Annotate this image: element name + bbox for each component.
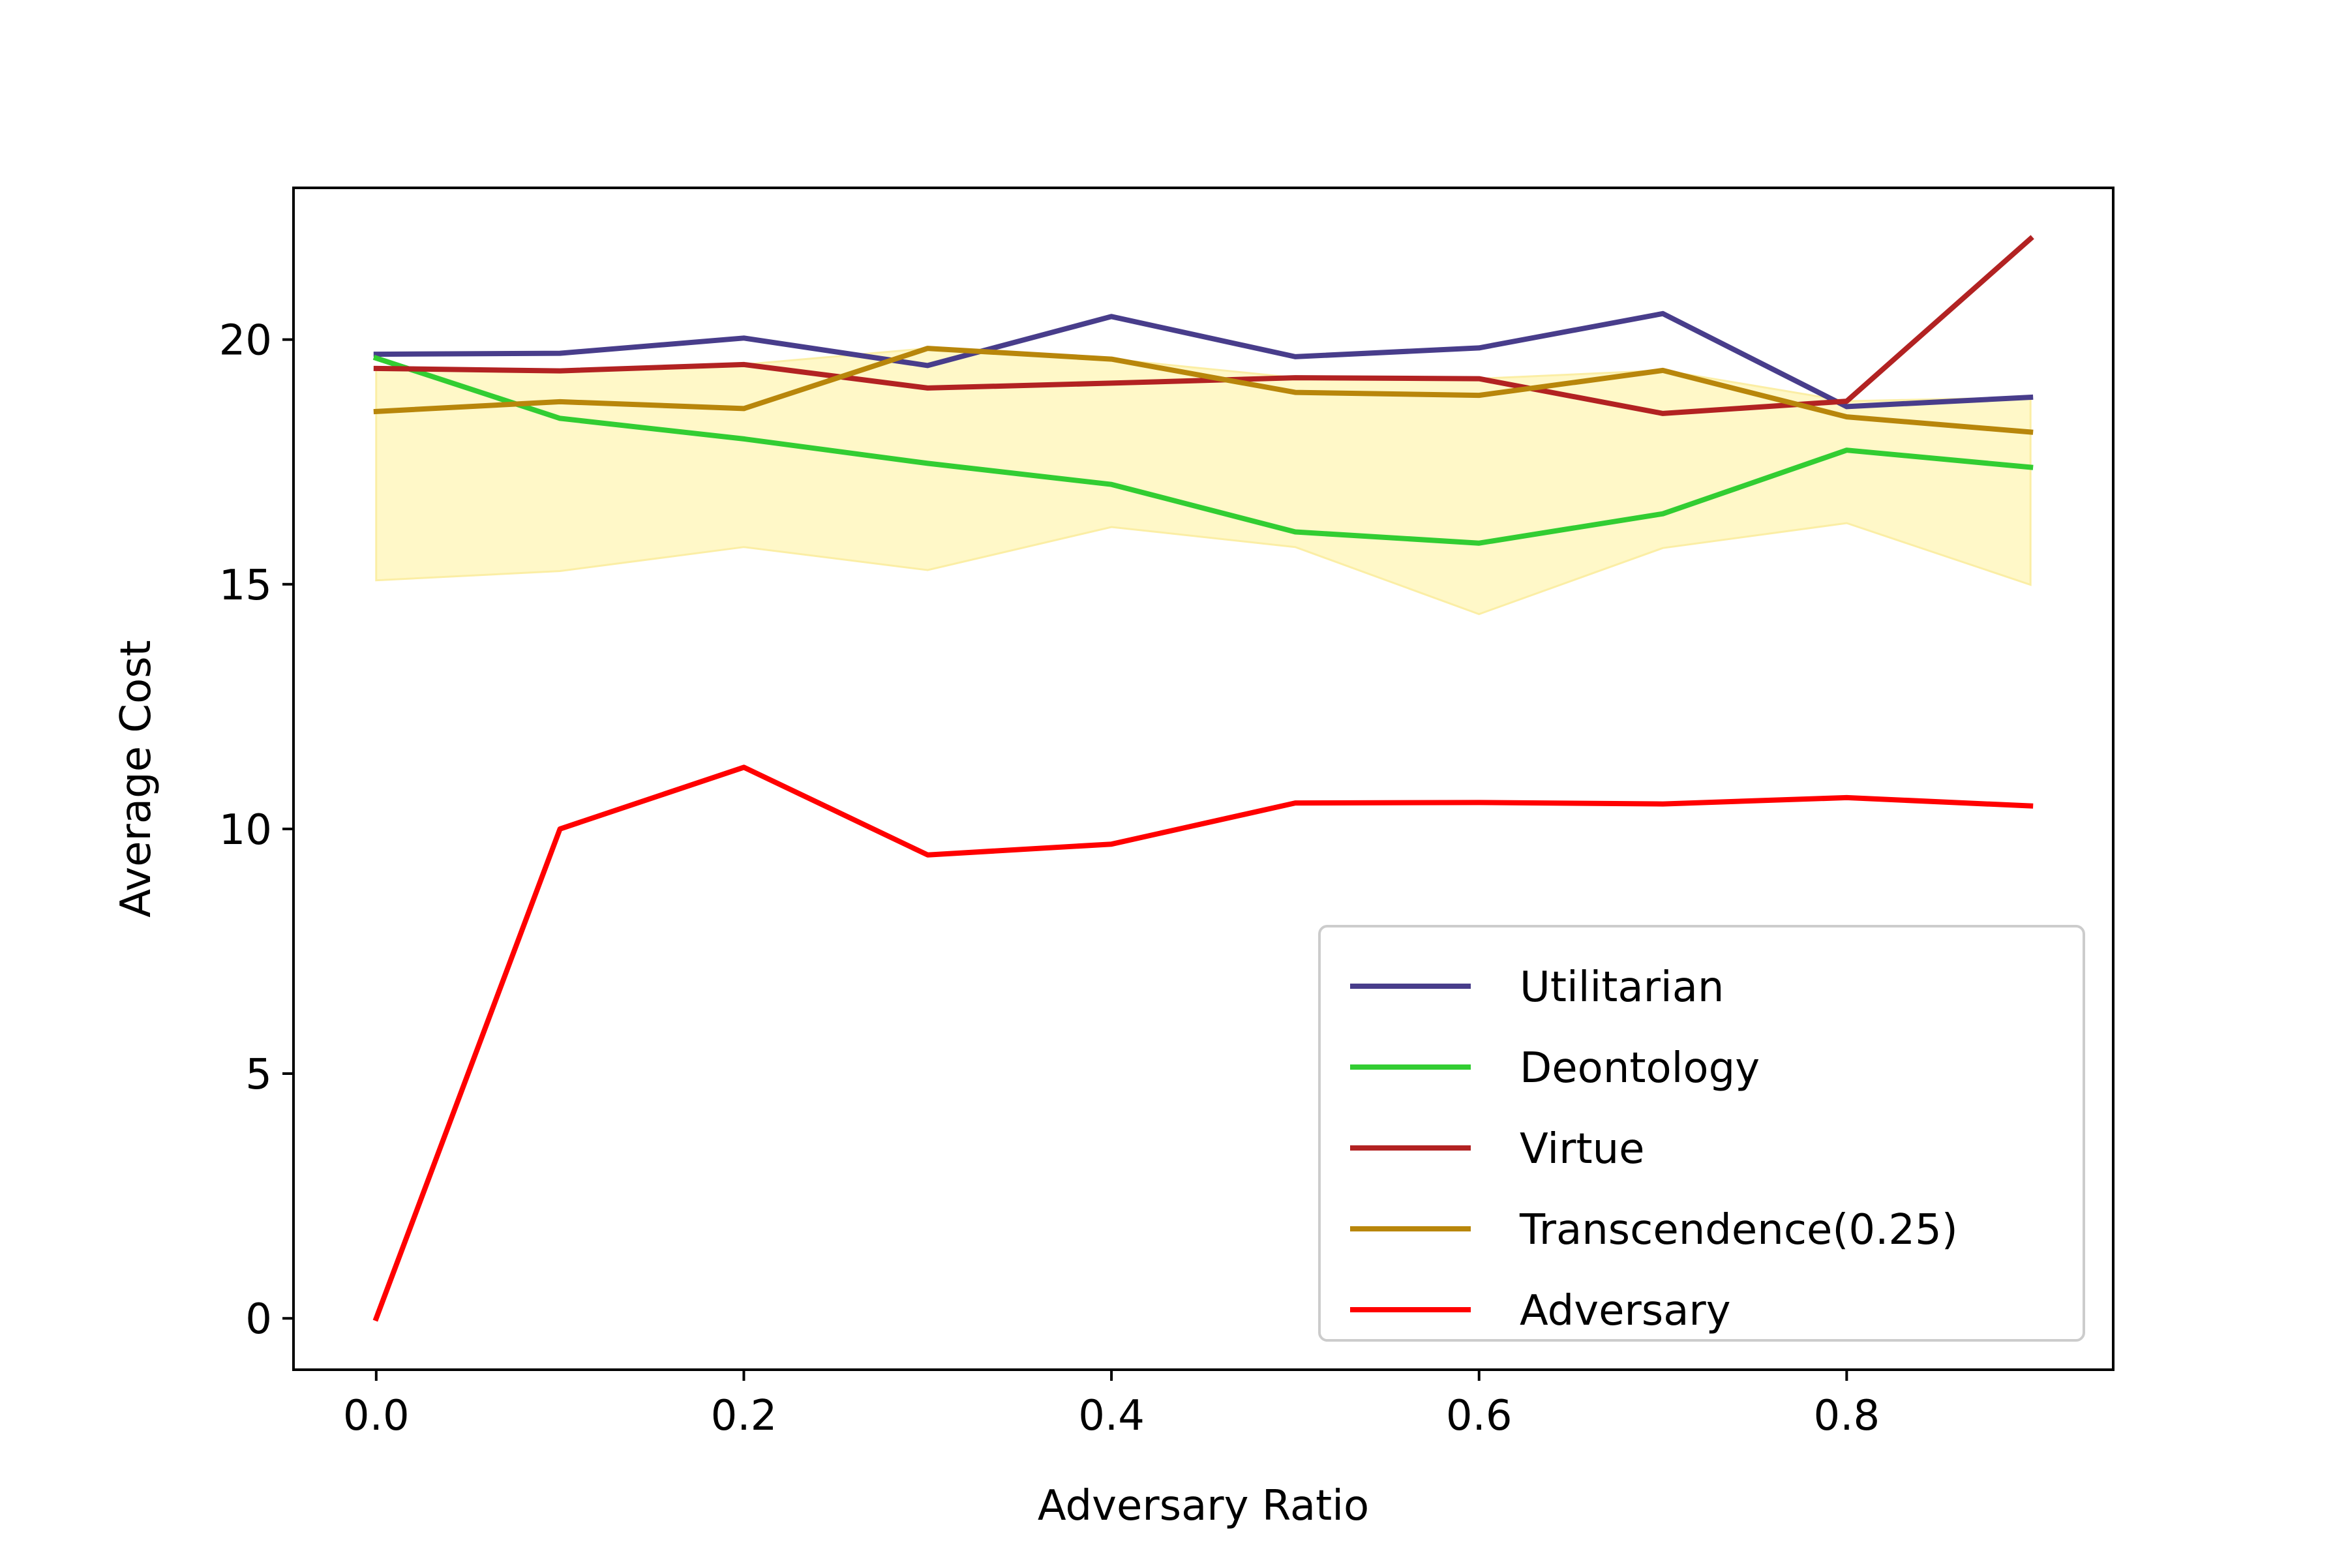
y-tick-label: 20 — [219, 317, 272, 365]
legend: Utilitarian Deontology Virtue Transcendence… — [1318, 925, 2085, 1342]
legend-label-virtue: Virtue — [1520, 1125, 1645, 1173]
x-axis-ticks: 0.0 0.2 0.4 0.6 0.8 — [343, 1370, 1880, 1440]
x-tick-label: 0.2 — [711, 1392, 777, 1440]
x-tick-label: 0.0 — [343, 1392, 410, 1440]
x-tick-label: 0.8 — [1813, 1392, 1880, 1440]
plot-frame — [292, 187, 2115, 1371]
legend-label-utilitarian: Utilitarian — [1520, 963, 1724, 1012]
legend-box — [1318, 925, 2085, 1342]
y-axis-label: Average Cost — [112, 640, 160, 917]
legend-entries: Utilitarian Deontology Virtue Transcendence… — [1350, 963, 1958, 1335]
series-line-utilitarian — [373, 310, 2034, 410]
series-line-deontology — [372, 355, 2034, 546]
series-line-transcendence-0-25 — [373, 346, 2034, 435]
series-line-adversary — [372, 764, 2034, 1322]
y-tick-label: 0 — [245, 1295, 272, 1344]
legend-label-adversary: Adversary — [1520, 1287, 1731, 1335]
y-axis-ticks: 0 5 10 15 20 — [219, 317, 294, 1344]
y-tick-label: 10 — [219, 806, 272, 854]
legend-label-transcendence-0-25: Transcendence(0.25) — [1519, 1206, 1958, 1254]
legend-label-deontology: Deontology — [1520, 1044, 1760, 1093]
series-layer — [372, 235, 2034, 1322]
x-tick-label: 0.4 — [1078, 1392, 1145, 1440]
series-line-virtue — [373, 235, 2034, 416]
x-tick-label: 0.6 — [1446, 1392, 1513, 1440]
y-tick-label: 5 — [245, 1051, 272, 1099]
y-tick-label: 15 — [219, 562, 272, 610]
x-axis-label: Adversary Ratio — [1038, 1482, 1369, 1530]
